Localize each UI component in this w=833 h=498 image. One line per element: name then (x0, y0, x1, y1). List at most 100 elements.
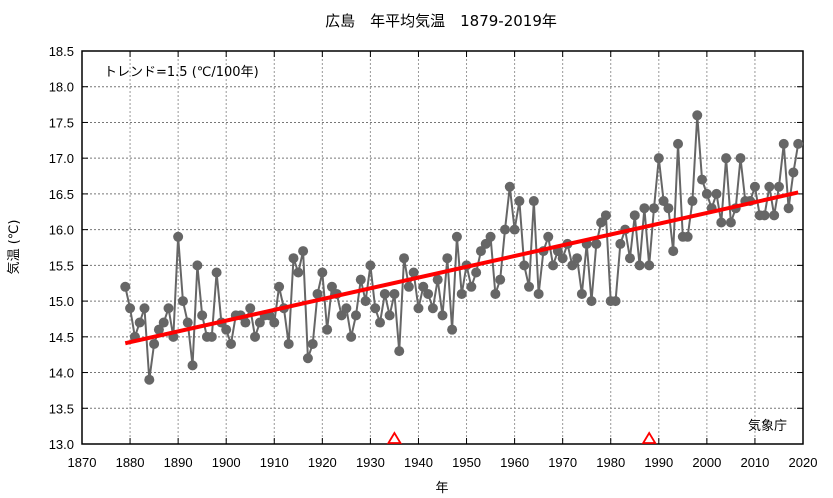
x-tick-label: 1920 (308, 455, 337, 470)
x-tick-label: 1990 (644, 455, 673, 470)
data-point (360, 296, 371, 307)
x-tick-label: 1940 (404, 455, 433, 470)
data-point (653, 153, 664, 164)
data-point (389, 288, 400, 299)
data-point (701, 188, 712, 199)
source-annotation: 気象庁 (748, 418, 787, 434)
data-point (572, 253, 583, 264)
data-point (773, 181, 784, 192)
y-tick-label: 17.5 (49, 115, 74, 130)
x-tick-label: 1970 (548, 455, 577, 470)
trend-group (124, 190, 799, 346)
y-axis-label: 気温 (℃) (6, 220, 22, 275)
data-point (197, 310, 208, 321)
data-point (735, 153, 746, 164)
data-point (600, 210, 611, 221)
data-point (153, 324, 164, 335)
x-tick-label: 2010 (740, 455, 769, 470)
data-point (346, 331, 357, 342)
x-tick-label: 1960 (500, 455, 529, 470)
data-point (711, 188, 722, 199)
x-tick-label: 2000 (692, 455, 721, 470)
y-tick-label: 18.5 (49, 44, 74, 59)
y-tick-label: 15.5 (49, 258, 74, 273)
x-axis-label: 年 (435, 481, 448, 496)
data-point (274, 281, 285, 292)
data-point (682, 231, 693, 242)
data-point (451, 231, 462, 242)
data-point (365, 260, 376, 271)
data-point (355, 274, 366, 285)
data-point (399, 253, 410, 264)
grid (82, 51, 803, 444)
data-point (350, 310, 361, 321)
data-point (624, 253, 635, 264)
data-point (302, 353, 313, 364)
relocation-marker (386, 431, 403, 444)
data-point (221, 324, 232, 335)
data-point (192, 260, 203, 271)
data-point (495, 274, 506, 285)
data-point (648, 203, 659, 214)
data-point (336, 310, 347, 321)
relocation-markers (386, 431, 657, 444)
x-tick-label: 1890 (164, 455, 193, 470)
data-point (514, 196, 525, 207)
data-point (269, 317, 280, 328)
data-point (673, 138, 684, 149)
data-point (413, 303, 424, 314)
data-point (692, 110, 703, 121)
data-point (490, 288, 501, 299)
data-point (576, 288, 587, 299)
data-point (721, 153, 732, 164)
y-tick-label: 14.0 (49, 366, 74, 381)
data-point (586, 296, 597, 307)
trend-annotation: トレンド=1.5 (℃/100年) (104, 65, 259, 80)
plot-frame (81, 50, 804, 445)
data-point (288, 253, 299, 264)
x-axis: 1870 1880 1890 1900 1910 1920 1930 1940 1950 1960… (68, 51, 817, 470)
x-tick-label: 1900 (212, 455, 241, 470)
data-point (408, 267, 419, 278)
data-point (226, 338, 237, 349)
data-point (725, 217, 736, 228)
data-point (432, 274, 443, 285)
trend-line (124, 190, 799, 346)
data-point (120, 281, 131, 292)
data-point (442, 253, 453, 264)
x-tick-label: 1910 (260, 455, 289, 470)
data-point (658, 196, 669, 207)
data-point (394, 346, 405, 357)
y-tick-label: 15.0 (49, 294, 74, 309)
data-point (317, 267, 328, 278)
data-point (524, 281, 535, 292)
data-point (644, 260, 655, 271)
x-tick-label: 1950 (452, 455, 481, 470)
data-point (509, 224, 520, 235)
data-point (499, 224, 510, 235)
data-point (793, 138, 804, 149)
data-point (668, 246, 679, 257)
data-point (663, 203, 674, 214)
x-tick-label: 1880 (116, 455, 145, 470)
data-point (480, 238, 491, 249)
data-point (379, 288, 390, 299)
data-point (163, 303, 174, 314)
data-point (629, 210, 640, 221)
data-point (528, 196, 539, 207)
data-point (471, 267, 482, 278)
data-point (134, 317, 145, 328)
data-point (144, 374, 155, 385)
data-point (322, 324, 333, 335)
data-point (293, 267, 304, 278)
data-point (548, 260, 559, 271)
data-point (687, 196, 698, 207)
data-point (788, 167, 799, 178)
y-tick-label: 16.5 (49, 187, 74, 202)
data-point (716, 217, 727, 228)
data-point (519, 260, 530, 271)
data-point (543, 231, 554, 242)
data-point (254, 317, 265, 328)
data-point (557, 253, 568, 264)
